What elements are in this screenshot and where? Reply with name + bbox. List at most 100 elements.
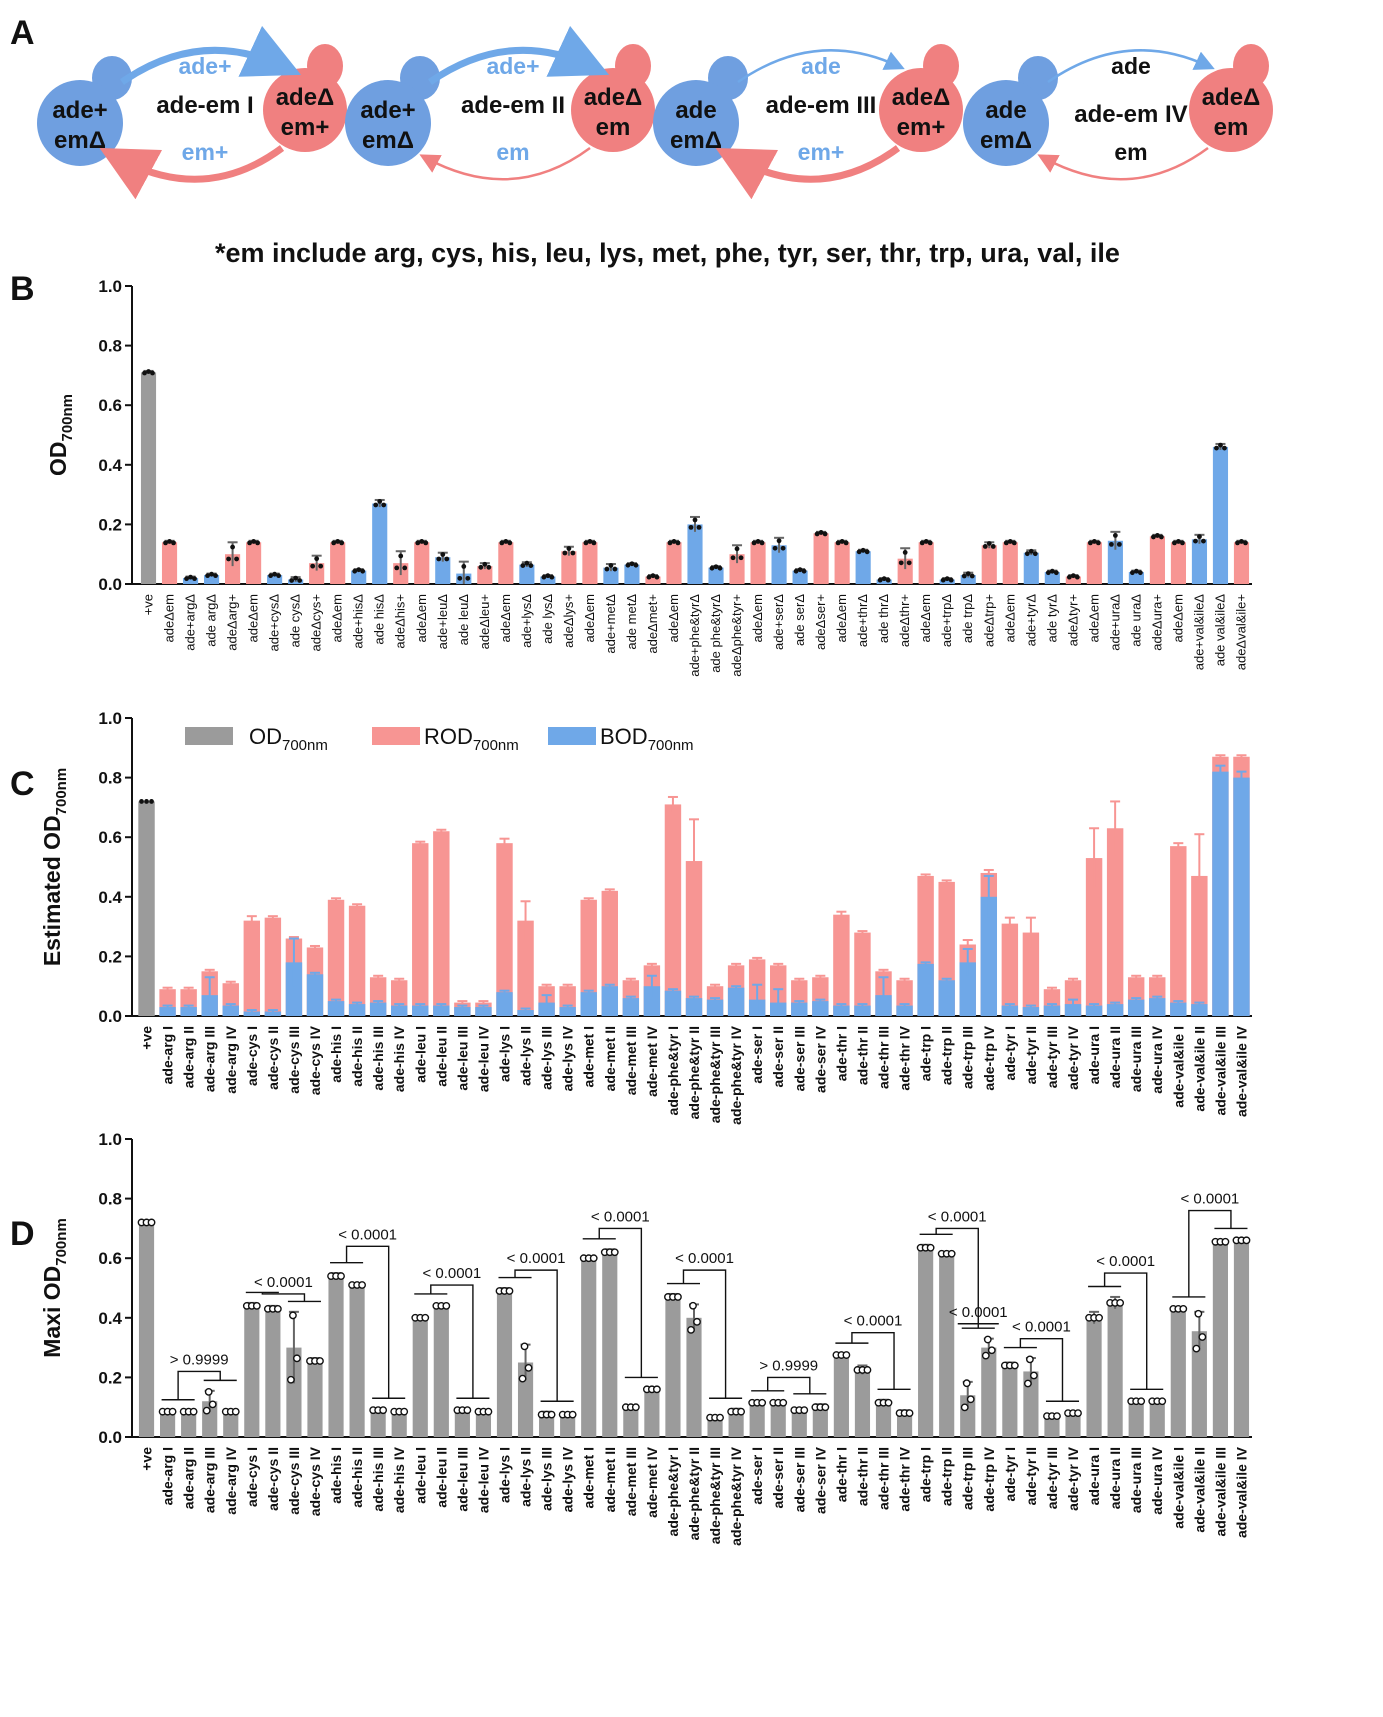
x-tick-label: ade-trp III bbox=[960, 1026, 976, 1089]
bar bbox=[1170, 542, 1187, 584]
x-tick-label: ade-leu I bbox=[412, 1026, 428, 1083]
bar-blue bbox=[980, 896, 998, 1016]
bar-blue bbox=[1064, 1004, 1082, 1016]
x-tick-label: adeΔem bbox=[750, 594, 765, 642]
x-tick-label: ade-thr I bbox=[833, 1026, 849, 1081]
x-tick-label: ade-leu II bbox=[433, 1447, 449, 1508]
x-tick-label: ade-lys I bbox=[496, 1447, 512, 1503]
data-point bbox=[318, 563, 324, 569]
data-point bbox=[568, 1410, 577, 1419]
data-point bbox=[1007, 538, 1013, 544]
data-point bbox=[1010, 1361, 1019, 1370]
x-tick-label: ade-tyr III bbox=[1044, 1447, 1060, 1509]
data-point bbox=[625, 562, 631, 568]
bar-blue bbox=[454, 1007, 471, 1016]
x-tick-label: adeΔarg+ bbox=[225, 594, 240, 651]
bracket bbox=[682, 1269, 727, 1399]
x-tick-label: ade-thr IV bbox=[897, 1025, 913, 1090]
bar bbox=[477, 566, 493, 584]
data-point bbox=[1239, 538, 1244, 544]
x-tick-label: ade-ser I bbox=[749, 1447, 765, 1505]
data-point bbox=[1024, 1379, 1032, 1388]
bar-blue bbox=[222, 1005, 239, 1016]
data-point bbox=[759, 540, 765, 546]
x-tick-label: ade-thr III bbox=[876, 1447, 892, 1510]
x-tick-label: ade lysΔ bbox=[540, 594, 555, 644]
data-point bbox=[1070, 573, 1076, 579]
data-point bbox=[545, 573, 551, 579]
x-tick-label: ade-phe&tyr I bbox=[665, 1447, 681, 1536]
top-arrow-label: ade+ bbox=[178, 53, 231, 79]
legend-swatch bbox=[548, 727, 596, 745]
data-point bbox=[499, 540, 505, 546]
bar-red bbox=[517, 920, 534, 1016]
bar-blue bbox=[580, 992, 597, 1016]
bar bbox=[939, 1253, 955, 1437]
data-point bbox=[675, 540, 681, 546]
panel-label-b: B bbox=[10, 270, 35, 308]
x-tick-label: ade-phe&tyr IV bbox=[728, 1025, 744, 1124]
x-tick-label: ade-val&ile I bbox=[1170, 1447, 1186, 1529]
data-point bbox=[1045, 570, 1051, 576]
bar bbox=[433, 1305, 449, 1437]
data-point bbox=[801, 568, 807, 574]
data-point bbox=[1151, 534, 1156, 540]
x-tick-label: adeΔura+ bbox=[1149, 594, 1164, 651]
bar bbox=[351, 570, 367, 584]
data-point bbox=[751, 540, 757, 546]
bar bbox=[813, 533, 829, 584]
x-tick-label: ade-thr III bbox=[876, 1026, 892, 1089]
x-tick-label: adeΔem bbox=[498, 594, 513, 642]
bar bbox=[1086, 1317, 1102, 1437]
bar bbox=[498, 542, 514, 584]
red-cell bbox=[263, 68, 347, 152]
bar bbox=[834, 542, 850, 584]
x-tick-label: ade-arg I bbox=[160, 1026, 176, 1084]
data-point bbox=[293, 575, 299, 581]
data-point bbox=[610, 1248, 619, 1257]
data-point bbox=[709, 565, 715, 571]
bottom-arrow-label: em bbox=[1114, 139, 1147, 165]
data-point bbox=[419, 538, 425, 544]
bar bbox=[728, 1411, 744, 1437]
x-tick-label: ade-cys I bbox=[244, 1026, 260, 1086]
data-point bbox=[982, 544, 988, 549]
bar bbox=[160, 1411, 176, 1437]
data-point bbox=[465, 575, 471, 581]
bar bbox=[644, 1389, 660, 1437]
data-point bbox=[503, 538, 509, 544]
data-point bbox=[843, 540, 849, 546]
blue-cell bbox=[37, 80, 123, 166]
bar bbox=[370, 1410, 386, 1437]
data-point bbox=[1011, 540, 1017, 546]
data-point bbox=[1235, 540, 1240, 546]
bar-red bbox=[580, 899, 597, 1016]
p-value-label: < 0.0001 bbox=[1096, 1253, 1155, 1270]
data-point bbox=[381, 502, 387, 508]
data-point bbox=[919, 540, 925, 546]
x-tick-label: ade uraΔ bbox=[1128, 594, 1143, 647]
data-point bbox=[1091, 538, 1097, 544]
data-point bbox=[962, 1379, 971, 1388]
data-point bbox=[1179, 1304, 1188, 1313]
data-point bbox=[1158, 1397, 1167, 1406]
y-tick-label: 1.0 bbox=[98, 1130, 122, 1149]
data-point bbox=[689, 1301, 697, 1310]
comparison: < 0.0001 bbox=[835, 1313, 911, 1391]
data-point bbox=[587, 538, 593, 544]
bar bbox=[749, 1402, 765, 1437]
data-point bbox=[518, 1374, 527, 1383]
em-note: *em include arg, cys, his, leu, lys, met… bbox=[215, 238, 1120, 268]
legend: OD700nm ROD700nm BOD700nm bbox=[185, 724, 694, 754]
bar-blue bbox=[285, 962, 303, 1016]
bottom-arrow-label: em+ bbox=[182, 139, 229, 165]
bar-blue bbox=[1043, 1005, 1061, 1016]
bar bbox=[1023, 552, 1039, 584]
data-point bbox=[772, 545, 778, 551]
bracket bbox=[766, 1376, 811, 1394]
x-tick-label: adeΔval&ile+ bbox=[1233, 594, 1248, 670]
bar bbox=[412, 1317, 428, 1437]
data-point bbox=[898, 560, 904, 566]
blue-cell-line1: ade+ bbox=[52, 97, 107, 124]
comparison: < 0.0001 bbox=[666, 1250, 743, 1399]
